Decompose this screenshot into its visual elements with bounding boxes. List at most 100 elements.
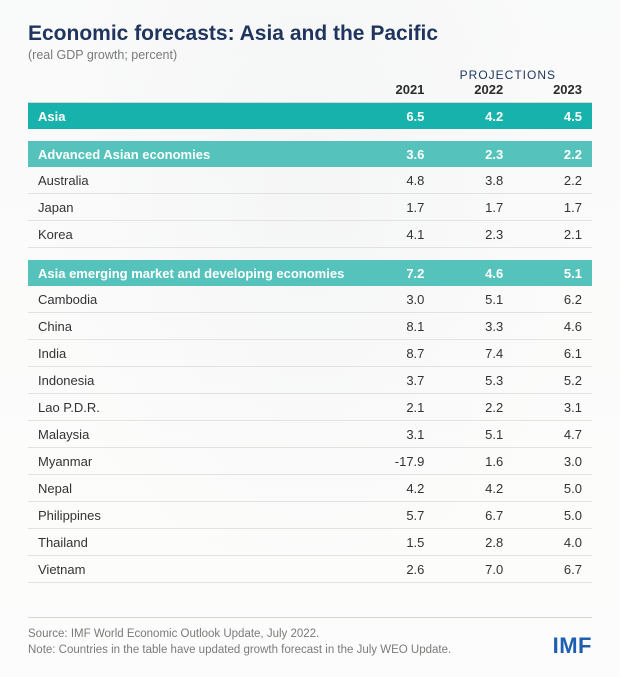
table-cell: Japan bbox=[28, 194, 354, 221]
table-cell: 6.7 bbox=[513, 556, 592, 583]
chart-frame: Economic forecasts: Asia and the Pacific… bbox=[0, 0, 620, 677]
footer-text: Source: IMF World Economic Outlook Updat… bbox=[28, 626, 451, 659]
footer: Source: IMF World Economic Outlook Updat… bbox=[28, 617, 592, 659]
footer-note: Note: Countries in the table have update… bbox=[28, 642, 451, 659]
table-cell: Australia bbox=[28, 167, 354, 194]
table-cell: 3.0 bbox=[354, 286, 434, 313]
table-row: China8.13.34.6 bbox=[28, 313, 592, 340]
table-cell: 5.7 bbox=[354, 502, 434, 529]
section-header-row: Asia6.54.24.5 bbox=[28, 103, 592, 130]
table-cell: 4.7 bbox=[513, 421, 592, 448]
spacer-row bbox=[28, 248, 592, 261]
table-cell: 8.1 bbox=[354, 313, 434, 340]
section-header-cell: 2.2 bbox=[513, 141, 592, 167]
col-empty bbox=[28, 76, 354, 103]
section-header-cell: 6.5 bbox=[354, 103, 434, 130]
table-cell: Vietnam bbox=[28, 556, 354, 583]
table-cell: 3.7 bbox=[354, 367, 434, 394]
table-cell: 5.0 bbox=[513, 475, 592, 502]
table-cell: 1.7 bbox=[513, 194, 592, 221]
table-cell: 2.3 bbox=[434, 221, 513, 248]
projections-label: PROJECTIONS bbox=[460, 68, 556, 82]
table-row: Lao P.D.R.2.12.23.1 bbox=[28, 394, 592, 421]
table-row: Malaysia3.15.14.7 bbox=[28, 421, 592, 448]
table-cell: 3.3 bbox=[434, 313, 513, 340]
table-cell: 1.6 bbox=[434, 448, 513, 475]
forecast-table: 2021 2022 2023 Asia6.54.24.5Advanced Asi… bbox=[28, 76, 592, 583]
table-cell: India bbox=[28, 340, 354, 367]
table-cell: 2.6 bbox=[354, 556, 434, 583]
table-cell: 2.8 bbox=[434, 529, 513, 556]
table-cell: 1.7 bbox=[434, 194, 513, 221]
section-header-cell: 4.5 bbox=[513, 103, 592, 130]
table-cell: 8.7 bbox=[354, 340, 434, 367]
table-cell: 5.1 bbox=[434, 421, 513, 448]
table-cell: 3.0 bbox=[513, 448, 592, 475]
table-cell: 7.4 bbox=[434, 340, 513, 367]
table-cell: 5.2 bbox=[513, 367, 592, 394]
table-cell: 4.1 bbox=[354, 221, 434, 248]
section-header-cell: 7.2 bbox=[354, 260, 434, 286]
table-cell: Lao P.D.R. bbox=[28, 394, 354, 421]
page-title: Economic forecasts: Asia and the Pacific bbox=[28, 22, 592, 46]
table-cell: 3.8 bbox=[434, 167, 513, 194]
table-cell: Nepal bbox=[28, 475, 354, 502]
table-cell: Malaysia bbox=[28, 421, 354, 448]
table-cell: 1.5 bbox=[354, 529, 434, 556]
table-cell: 7.0 bbox=[434, 556, 513, 583]
table-cell: 6.1 bbox=[513, 340, 592, 367]
table-cell: 2.1 bbox=[513, 221, 592, 248]
section-header-cell: Asia emerging market and developing econ… bbox=[28, 260, 354, 286]
section-header-cell: Advanced Asian economies bbox=[28, 141, 354, 167]
section-header-cell: 3.6 bbox=[354, 141, 434, 167]
table-cell: 4.2 bbox=[354, 475, 434, 502]
table-cell: Myanmar bbox=[28, 448, 354, 475]
table-cell: 6.2 bbox=[513, 286, 592, 313]
table-cell: 3.1 bbox=[513, 394, 592, 421]
table-cell: China bbox=[28, 313, 354, 340]
table-row: India8.77.46.1 bbox=[28, 340, 592, 367]
section-header-cell: 2.3 bbox=[434, 141, 513, 167]
page-subtitle: (real GDP growth; percent) bbox=[28, 48, 592, 62]
spacer-cell bbox=[28, 248, 592, 261]
table-cell: 2.2 bbox=[434, 394, 513, 421]
table-row: Myanmar-17.91.63.0 bbox=[28, 448, 592, 475]
table-cell: 2.2 bbox=[513, 167, 592, 194]
table-row: Japan1.71.71.7 bbox=[28, 194, 592, 221]
table-row: Nepal4.24.25.0 bbox=[28, 475, 592, 502]
table-cell: Cambodia bbox=[28, 286, 354, 313]
section-header-cell: 4.2 bbox=[434, 103, 513, 130]
table-row: Cambodia3.05.16.2 bbox=[28, 286, 592, 313]
spacer-cell bbox=[28, 129, 592, 141]
col-2021: 2021 bbox=[354, 76, 434, 103]
table-cell: 4.2 bbox=[434, 475, 513, 502]
table-row: Australia4.83.82.2 bbox=[28, 167, 592, 194]
table-cell: 5.3 bbox=[434, 367, 513, 394]
section-header-row: Advanced Asian economies3.62.32.2 bbox=[28, 141, 592, 167]
table-cell: 5.1 bbox=[434, 286, 513, 313]
table-cell: 3.1 bbox=[354, 421, 434, 448]
table-cell: 2.1 bbox=[354, 394, 434, 421]
table-body: Asia6.54.24.5Advanced Asian economies3.6… bbox=[28, 103, 592, 583]
imf-logo: IMF bbox=[553, 633, 592, 659]
section-header-cell: 5.1 bbox=[513, 260, 592, 286]
section-header-cell: 4.6 bbox=[434, 260, 513, 286]
table-row: Indonesia3.75.35.2 bbox=[28, 367, 592, 394]
table-cell: 6.7 bbox=[434, 502, 513, 529]
table-row: Philippines5.76.75.0 bbox=[28, 502, 592, 529]
footer-source: Source: IMF World Economic Outlook Updat… bbox=[28, 626, 451, 643]
spacer-row bbox=[28, 129, 592, 141]
table-cell: Thailand bbox=[28, 529, 354, 556]
table-cell: 5.0 bbox=[513, 502, 592, 529]
table-cell: 4.8 bbox=[354, 167, 434, 194]
section-header-row: Asia emerging market and developing econ… bbox=[28, 260, 592, 286]
section-header-cell: Asia bbox=[28, 103, 354, 130]
table-cell: 1.7 bbox=[354, 194, 434, 221]
table-cell: Korea bbox=[28, 221, 354, 248]
table-row: Thailand1.52.84.0 bbox=[28, 529, 592, 556]
table-row: Vietnam2.67.06.7 bbox=[28, 556, 592, 583]
table-cell: 4.6 bbox=[513, 313, 592, 340]
table-row: Korea4.12.32.1 bbox=[28, 221, 592, 248]
table-cell: 4.0 bbox=[513, 529, 592, 556]
table-cell: -17.9 bbox=[354, 448, 434, 475]
